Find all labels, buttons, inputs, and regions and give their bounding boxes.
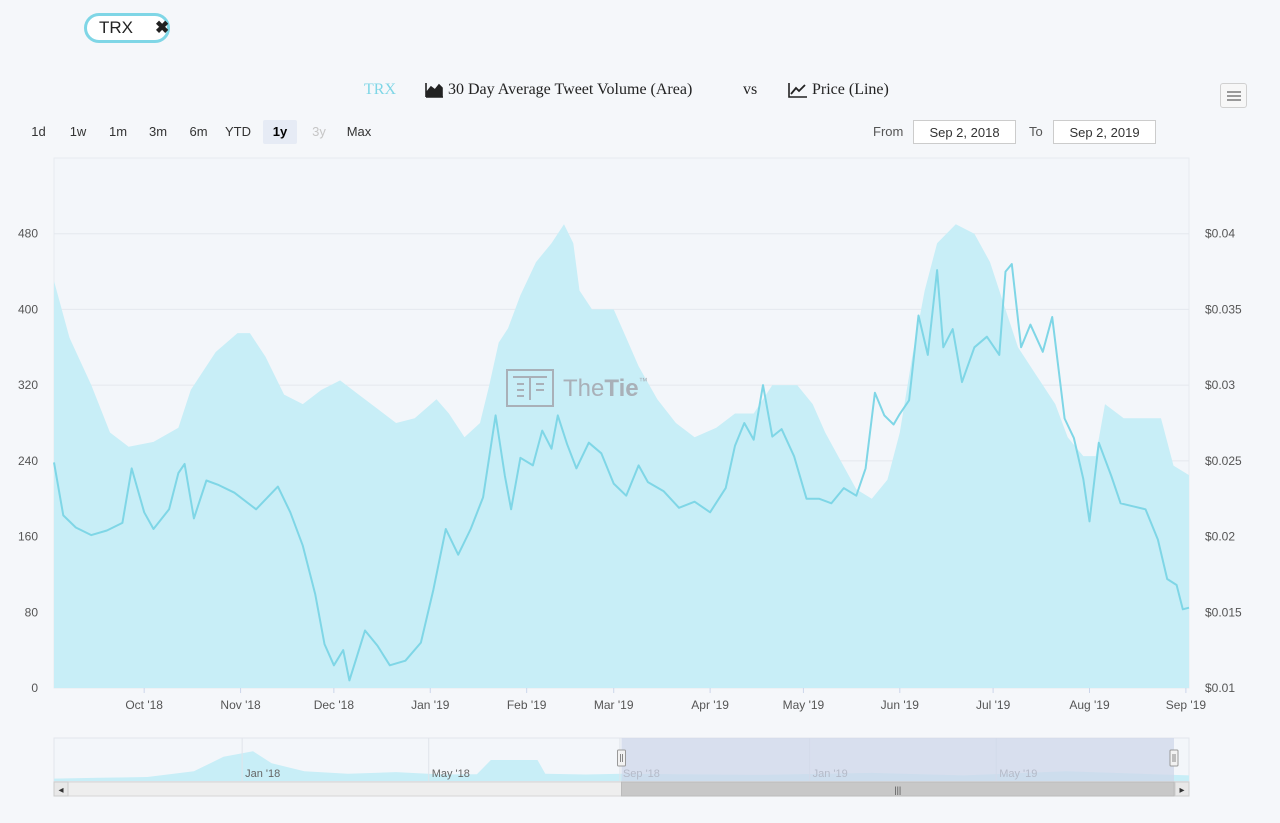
from-date-input[interactable] xyxy=(913,120,1016,144)
y-left-tick-label: 0 xyxy=(31,681,38,695)
chart-title: TRX 30 Day Average Tweet Volume (Area) v… xyxy=(0,80,1280,102)
x-tick-label: Sep '19 xyxy=(1166,698,1207,712)
chart-menu-button[interactable] xyxy=(1220,83,1247,108)
y-left-tick-label: 240 xyxy=(18,454,38,468)
scroll-left-icon: ◂ xyxy=(58,785,63,796)
y-right-tick-label: $0.01 xyxy=(1205,681,1235,695)
scroll-right-icon: ▸ xyxy=(1179,785,1184,796)
watermark: TheTie™ xyxy=(506,369,648,407)
price-line xyxy=(53,263,1190,682)
range-button-max[interactable]: Max xyxy=(346,124,372,139)
title-area-label: 30 Day Average Tweet Volume (Area) xyxy=(448,81,693,98)
range-button-6m[interactable]: 6m xyxy=(189,124,208,139)
navigator-handle-left[interactable] xyxy=(617,749,626,767)
range-button-1y[interactable]: 1y xyxy=(263,120,297,144)
y-left-tick-label: 480 xyxy=(18,227,38,241)
navigator-selection[interactable] xyxy=(621,738,1175,781)
scroll-left-button[interactable] xyxy=(53,781,69,797)
y-left-tick-label: 80 xyxy=(25,605,39,619)
x-tick-label: Oct '18 xyxy=(125,698,163,712)
navigator-tick-label: May '18 xyxy=(432,768,470,780)
y-right-tick-label: $0.03 xyxy=(1205,378,1235,392)
title-line-label: Price (Line) xyxy=(812,81,889,98)
x-tick-label: Jan '19 xyxy=(411,698,450,712)
y-left-tick-label: 320 xyxy=(18,378,38,392)
scroll-right-button[interactable] xyxy=(1174,781,1190,797)
y-left-tick-label: 160 xyxy=(18,530,38,544)
range-button-3m[interactable]: 3m xyxy=(148,124,168,139)
y-left-tick-label: 400 xyxy=(18,302,38,316)
tweet-volume-area xyxy=(54,224,1189,689)
scrollbar-thumb[interactable] xyxy=(621,781,1175,797)
y-right-tick-label: $0.015 xyxy=(1205,605,1242,619)
y-right-tick-label: $0.04 xyxy=(1205,227,1235,241)
range-button-1d[interactable]: 1d xyxy=(31,124,46,139)
line-chart-icon xyxy=(788,83,807,98)
navigator-handle-right[interactable] xyxy=(1169,749,1179,767)
x-tick-label: Jul '19 xyxy=(976,698,1011,712)
range-button-3y: 3y xyxy=(312,124,326,139)
ticker-chip[interactable]: TRX ✖ xyxy=(84,13,170,43)
x-tick-label: May '19 xyxy=(783,698,825,712)
to-date-input[interactable] xyxy=(1053,120,1156,144)
hamburger-icon xyxy=(1227,91,1241,93)
area-chart-icon xyxy=(425,83,443,98)
x-tick-label: Dec '18 xyxy=(314,698,355,712)
x-tick-label: Aug '19 xyxy=(1069,698,1110,712)
to-label: To xyxy=(1029,124,1043,139)
y-right-tick-label: $0.02 xyxy=(1205,530,1235,544)
navigator-area xyxy=(54,751,1189,781)
x-tick-label: Mar '19 xyxy=(594,698,634,712)
y-right-tick-label: $0.025 xyxy=(1205,454,1242,468)
x-tick-label: Feb '19 xyxy=(507,698,547,712)
range-button-1w[interactable]: 1w xyxy=(69,124,87,139)
range-button-ytd[interactable]: YTD xyxy=(225,124,251,139)
scrollbar-grip-icon: ||| xyxy=(894,785,901,795)
x-tick-label: Apr '19 xyxy=(691,698,729,712)
range-button-1m[interactable]: 1m xyxy=(108,124,128,139)
ticker-chip-label: TRX xyxy=(99,18,133,37)
from-label: From xyxy=(873,124,904,139)
close-icon[interactable]: ✖ xyxy=(155,18,170,37)
watermark-text: TheTie™ xyxy=(563,375,648,402)
y-right-tick-label: $0.035 xyxy=(1205,302,1242,316)
navigator-tick-label: Jan '18 xyxy=(245,768,280,780)
title-vs: vs xyxy=(743,81,758,98)
title-ticker: TRX xyxy=(364,81,396,98)
watermark-logo-icon xyxy=(506,369,554,407)
x-tick-label: Jun '19 xyxy=(881,698,920,712)
x-tick-label: Nov '18 xyxy=(220,698,261,712)
